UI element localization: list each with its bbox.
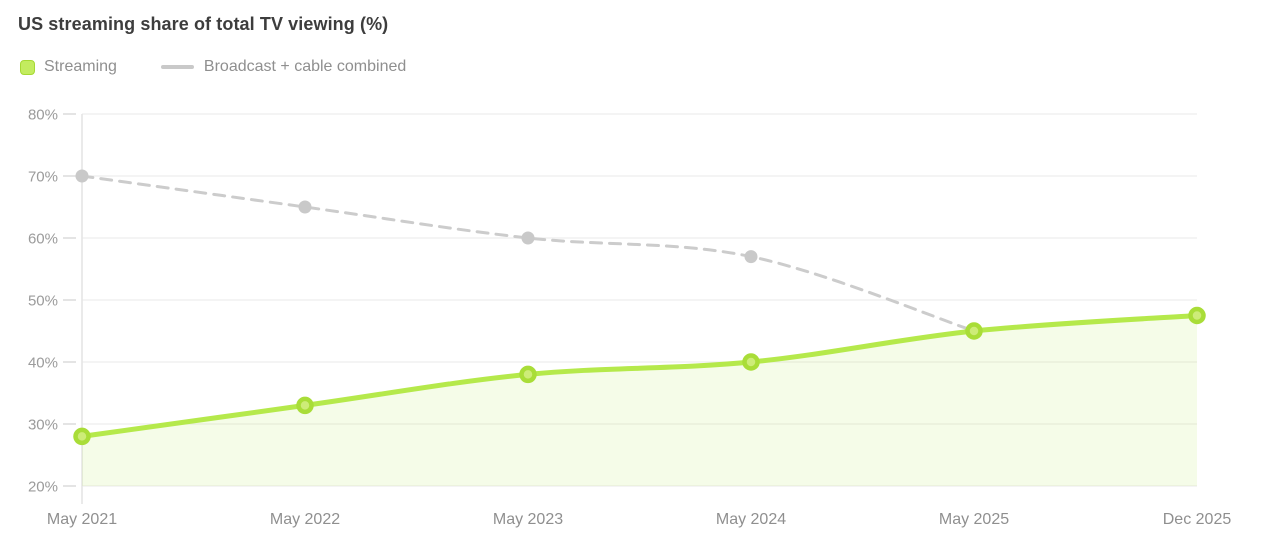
chart-legend: Streaming Broadcast + cable combined <box>20 58 406 76</box>
data-point-streaming <box>1188 306 1206 325</box>
data-point-broadcast <box>744 250 758 264</box>
data-point-streaming <box>519 365 537 384</box>
data-point-broadcast <box>521 231 535 245</box>
data-point-streaming <box>742 353 760 371</box>
y-axis-label: 60% <box>28 231 58 248</box>
data-point-broadcast <box>75 169 89 183</box>
legend-label-broadcast-cable: Broadcast + cable combined <box>203 58 407 75</box>
y-axis-label: 50% <box>28 293 58 310</box>
x-axis-label: May 2025 <box>939 511 1009 528</box>
y-axis-label: 40% <box>28 355 58 372</box>
data-point-streaming <box>965 322 983 340</box>
data-point-streaming <box>296 396 314 415</box>
legend-item-broadcast-cable: Broadcast + cable combined <box>160 58 407 76</box>
x-axis-label: May 2021 <box>47 511 117 528</box>
y-axis-label: 20% <box>28 479 58 496</box>
data-point-broadcast <box>298 200 312 214</box>
x-axis-label: Dec 2025 <box>1163 511 1232 528</box>
data-point-streaming <box>73 427 91 446</box>
streaming-swatch-icon <box>20 59 35 75</box>
x-axis-label: May 2024 <box>716 511 786 528</box>
x-axis-label: May 2023 <box>493 511 563 528</box>
broadcast-swatch-icon <box>160 65 194 69</box>
y-axis-label: 80% <box>28 107 58 124</box>
series-line-streaming <box>79 313 1200 439</box>
series-line-broadcast-cable-combined <box>80 174 976 333</box>
legend-item-streaming: Streaming <box>20 58 117 76</box>
chart-title: US streaming share of total TV viewing (… <box>18 14 389 34</box>
legend-label-streaming: Streaming <box>44 58 117 75</box>
streaming-area-fill <box>82 315 1197 486</box>
x-axis-label: May 2022 <box>270 511 340 528</box>
y-axis-label: 70% <box>28 169 58 186</box>
y-axis-label: 30% <box>28 417 58 434</box>
